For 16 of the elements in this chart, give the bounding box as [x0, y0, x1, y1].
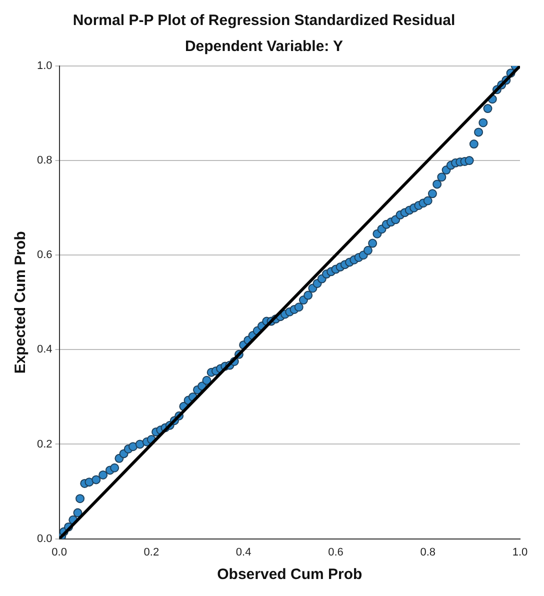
y-tick-label: 0.0: [36, 532, 52, 545]
x-tick-label: 1.0: [512, 546, 528, 558]
y-tick-label: 0.8: [36, 154, 52, 167]
chart-subtitle: Dependent Variable: Y: [184, 38, 344, 56]
y-axis-title: Expected Cum Prob: [12, 231, 30, 374]
x-tick-label: 0.8: [420, 546, 436, 558]
y-tick-label: 1.0: [36, 60, 52, 72]
x-tick-label: 0.2: [144, 546, 160, 558]
y-tick-label: 0.2: [36, 438, 52, 450]
y-tick-label: 0.6: [36, 249, 52, 262]
x-tick-label: 0.0: [52, 546, 67, 558]
x-axis-title: Observed Cum Prob: [217, 566, 362, 584]
chart-title: Normal P-P Plot of Regression Standardized Residual: [72, 12, 456, 30]
x-tick-label: 0.6: [328, 546, 344, 558]
y-tick-label: 0.4: [36, 344, 52, 356]
x-tick-label: 0.4: [236, 546, 252, 558]
